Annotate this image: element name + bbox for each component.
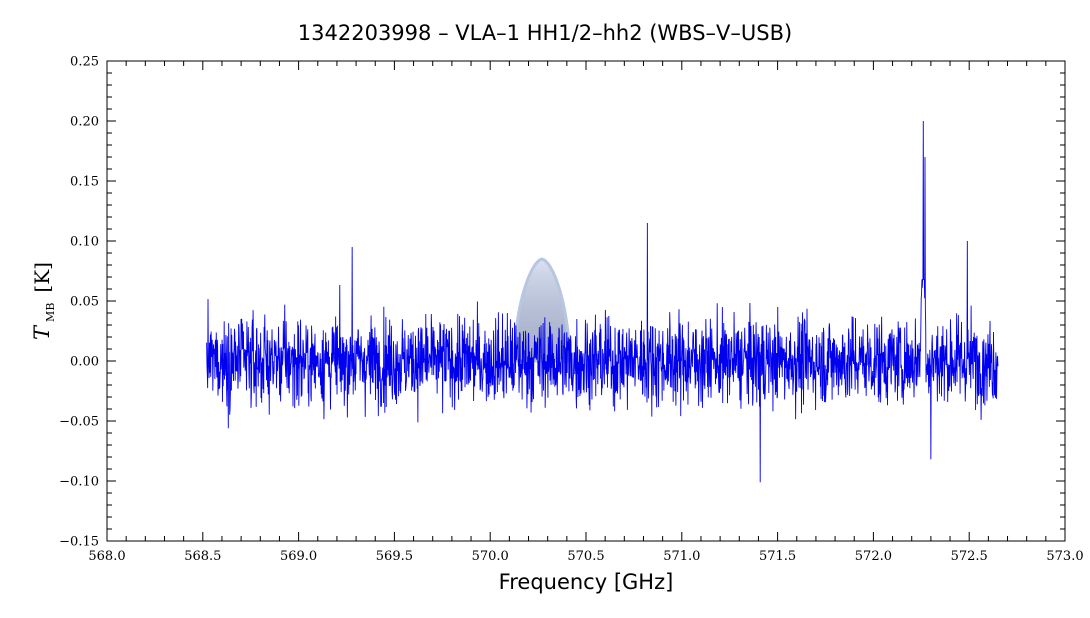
y-axis-label-subscript: MB [44,303,57,322]
svg-text:T MB [K]: T MB [K] [30,262,58,340]
y-tick-label: 0.20 [70,115,99,130]
y-tick-label: 0.10 [70,235,99,250]
y-tick-label: 0.05 [70,295,99,310]
series-line [206,120,999,483]
chart-title: 1342203998 – VLA–1 HH1/2–hh2 (WBS–V–USB) [298,21,792,45]
x-tick-label: 571.0 [663,549,700,564]
y-axis-label-symbol: T [30,324,54,340]
y-tick-label: 0.15 [70,175,99,190]
x-tick-label: 570.5 [567,549,604,564]
y-axis-label: T MB [K] [30,262,58,340]
y-tick-label: −0.15 [59,535,99,550]
y-tick-labels: −0.15 −0.10 −0.05 0.00 0.05 0.10 0.15 0.20 0.25 [59,55,99,550]
y-tick-label: 0.25 [70,55,99,70]
x-tick-label: 571.5 [759,549,796,564]
axis-ticks [106,60,1066,542]
y-tick-label: −0.10 [59,475,99,490]
x-tick-label: 572.5 [951,549,988,564]
y-axis-label-unit: [K] [30,262,54,293]
y-tick-label: −0.05 [59,415,99,430]
x-tick-label: 572.0 [855,549,892,564]
x-tick-labels: 568.0 568.5 569.0 569.5 570.0 570.5 571.0 571.5… [88,549,1083,564]
y-tick-label: 0.00 [70,355,99,370]
x-tick-label: 569.5 [376,549,413,564]
x-axis-label: Frequency [GHz] [499,570,674,594]
x-tick-label: 569.0 [280,549,317,564]
x-tick-label: 573.0 [1046,549,1083,564]
x-tick-label: 568.5 [184,549,221,564]
x-tick-label: 568.0 [88,549,125,564]
x-tick-label: 570.0 [472,549,509,564]
spectrum-series [206,120,999,483]
